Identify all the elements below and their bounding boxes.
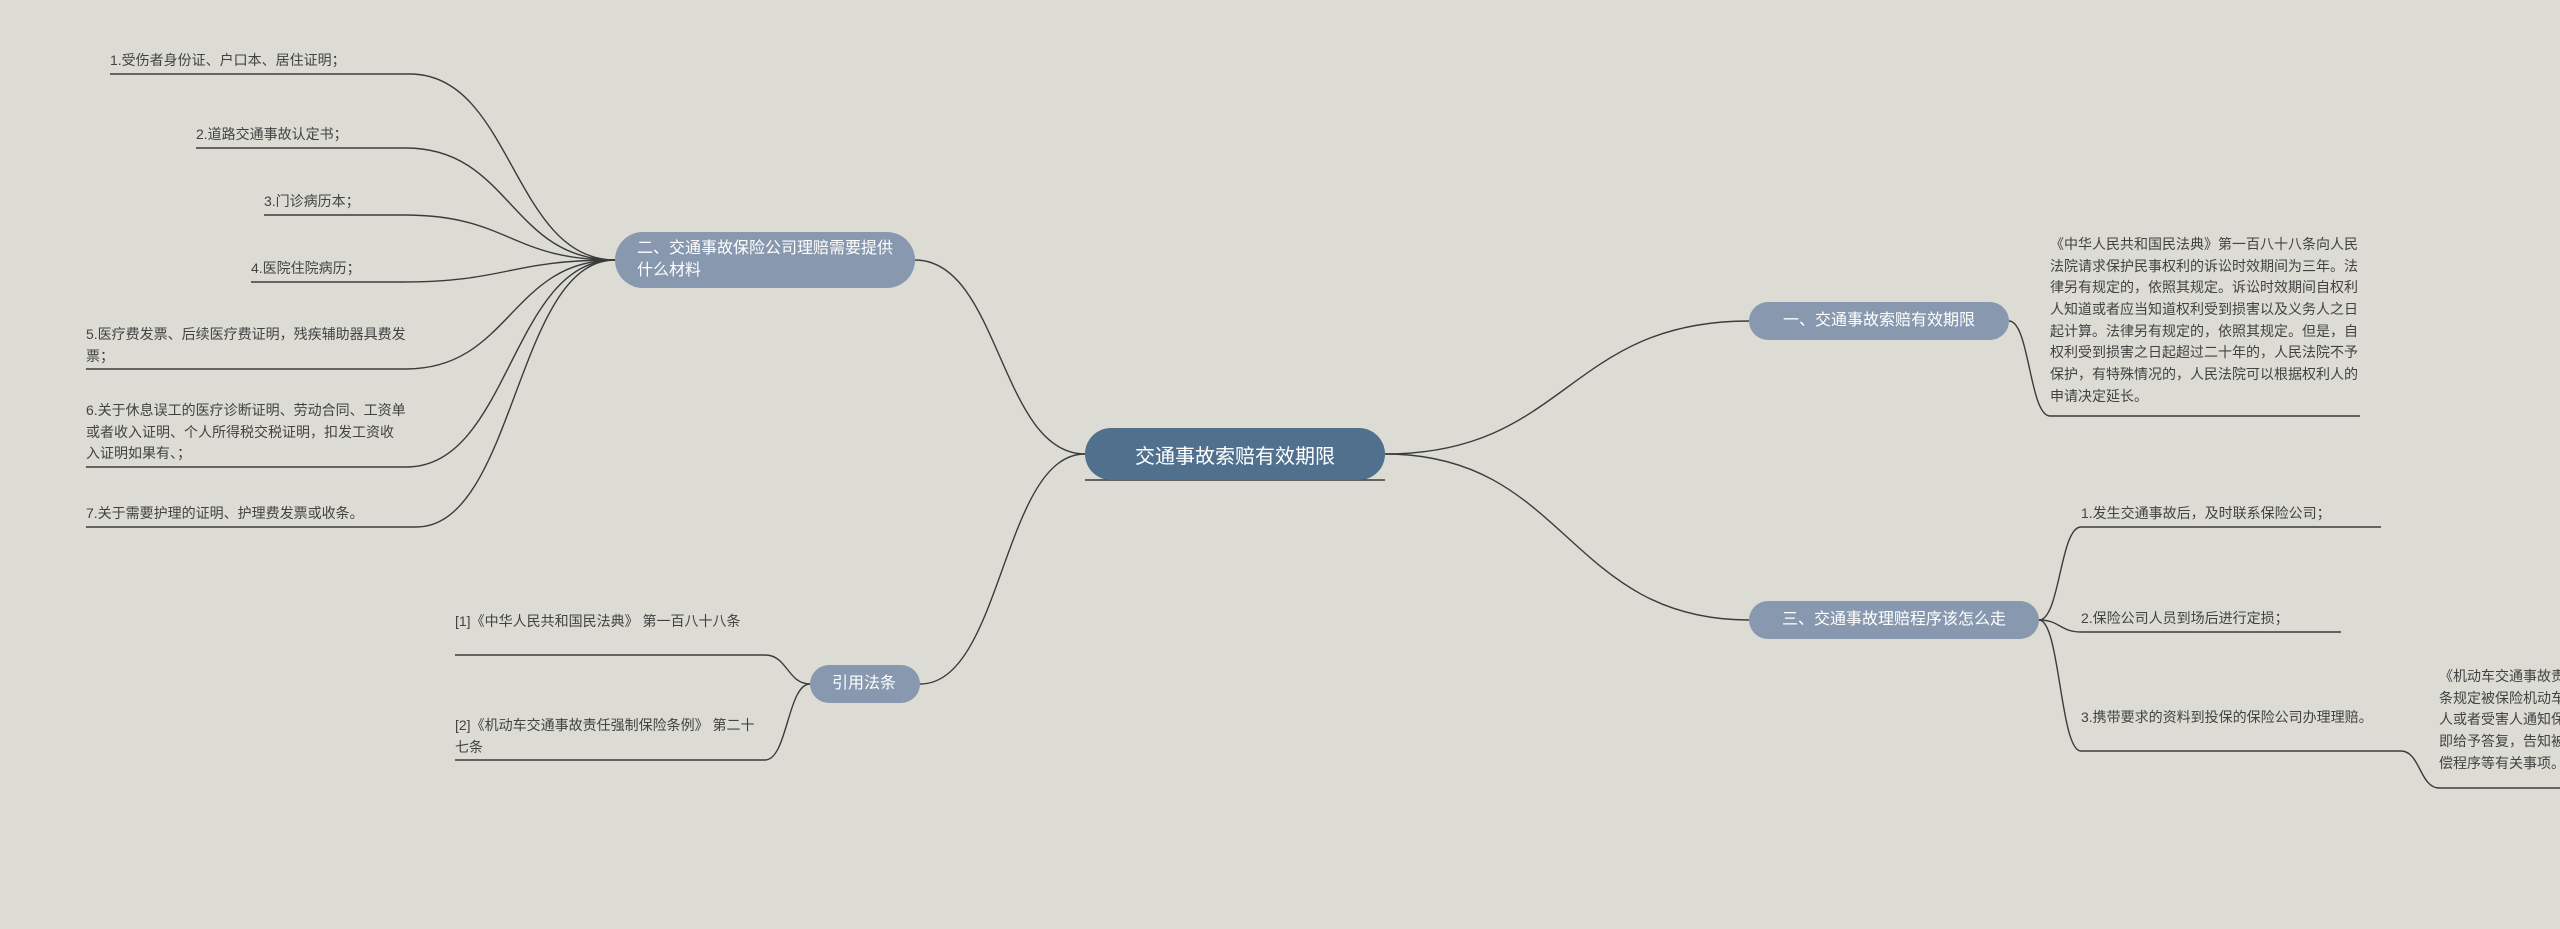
leaf-r3-2-sub: 《机动车交通事故责任强制保险条例》第二十七条规定被保险机动车发生道路交通事故，被…	[2439, 666, 2560, 786]
leaf-l2-6: 7.关于需要护理的证明、护理费发票或收条。	[86, 503, 416, 525]
branch-cite: 引用法条	[810, 665, 920, 703]
leaf-l2-0: 1.受伤者身份证、户口本、居住证明；	[110, 50, 410, 72]
leaf-r3-1: 2.保险公司人员到场后进行定损；	[2081, 608, 2341, 630]
leaf-l2-5: 6.关于休息误工的医疗诊断证明、劳动合同、工资单或者收入证明、个人所得税交税证明…	[86, 400, 406, 465]
leaf-cite-0: [1]《中华人民共和国民法典》 第一百八十八条	[455, 611, 765, 653]
leaf-r3-2: 3.携带要求的资料到投保的保险公司办理理赔。	[2081, 707, 2401, 749]
branch-r1: 一、交通事故索赔有效期限	[1749, 302, 2009, 340]
root-node: 交通事故索赔有效期限	[1085, 428, 1385, 480]
leaf-l2-4: 5.医疗费发票、后续医疗费证明，残疾辅助器具费发票；	[86, 324, 406, 367]
branch-r3: 三、交通事故理赔程序该怎么走	[1749, 601, 2039, 639]
branch-l2: 二、交通事故保险公司理赔需要提供什么材料	[615, 232, 915, 288]
leaf-l2-1: 2.道路交通事故认定书；	[196, 124, 406, 146]
leaf-r3-0: 1.发生交通事故后，及时联系保险公司；	[2081, 503, 2381, 525]
leaf-r1-0: 《中华人民共和国民法典》第一百八十八条向人民法院请求保护民事权利的诉讼时效期间为…	[2050, 234, 2360, 414]
leaf-cite-1: [2]《机动车交通事故责任强制保险条例》 第二十七条	[455, 715, 765, 758]
leaf-l2-2: 3.门诊病历本；	[264, 191, 404, 213]
leaf-l2-3: 4.医院住院病历；	[251, 258, 401, 280]
